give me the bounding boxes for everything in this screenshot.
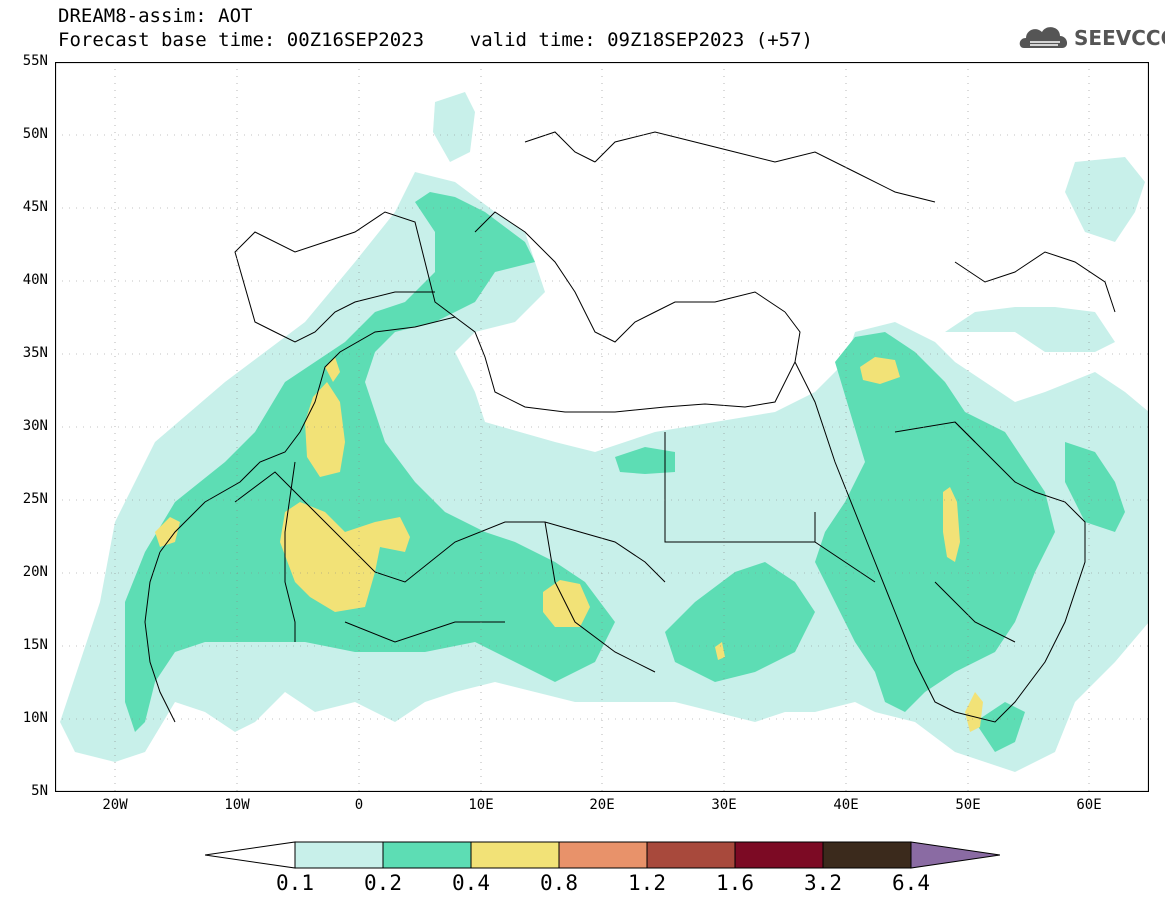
lat-label: 45N [22,199,48,215]
lat-label: 55N [22,53,48,69]
lon-label: 50E [955,797,981,813]
colorbar-segment [646,841,736,869]
lat-label: 10N [22,710,48,726]
lat-label: 30N [22,418,48,434]
colorbar-label: 0.2 [364,871,402,895]
aot-level-0.4 [155,357,983,732]
map-border [55,62,1149,792]
lon-label: 10E [468,797,494,813]
lon-label: 20W [102,797,128,813]
colorbar-label: 6.4 [892,871,930,895]
seevccc-logo: SEEVCCC [1018,20,1165,56]
chart-title: DREAM8-assim: AOT [58,5,253,27]
lon-label: 0 [354,797,364,813]
colorbar-segment [382,841,472,869]
lon-label: 10W [224,797,250,813]
colorbar-label: 0.8 [540,871,578,895]
lat-label: 40N [22,272,48,288]
colorbar-low-arrow [205,841,296,869]
lon-label: 40E [833,797,859,813]
colorbar-segment [734,841,824,869]
lat-label: 50N [22,126,48,142]
lat-label: 35N [22,345,48,361]
lon-label: 30E [711,797,737,813]
colorbar-segment [470,841,560,869]
graticule [55,62,1149,792]
colorbar-segment [294,841,384,869]
coastlines [144,131,1116,723]
colorbar-segment [558,841,648,869]
colorbar-label: 0.4 [452,871,490,895]
cloud-icon [1019,27,1068,48]
colorbar [205,841,1000,869]
colorbar-high-arrow [910,841,1000,869]
colorbar-label: 1.2 [628,871,666,895]
lon-label: 20E [589,797,615,813]
lon-label: 60E [1076,797,1102,813]
colorbar-label: 0.1 [276,871,314,895]
lat-label: 5N [31,783,48,799]
lat-label: 20N [22,564,48,580]
colorbar-segment [822,841,912,869]
colorbar-label: 3.2 [804,871,842,895]
lat-label: 25N [22,491,48,507]
logo-text: SEEVCCC [1074,26,1165,50]
colorbar-label: 1.6 [716,871,754,895]
aot-map [55,62,1149,792]
lat-label: 15N [22,637,48,653]
forecast-time-line: Forecast base time: 00Z16SEP2023 valid t… [58,29,813,51]
